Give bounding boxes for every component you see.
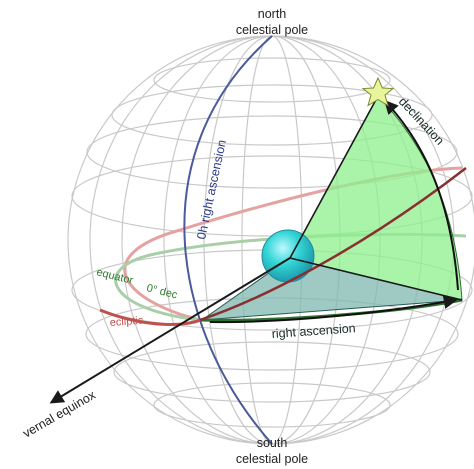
- ecliptic-front: [99, 308, 201, 326]
- zero-dec-label: 0° dec: [145, 282, 179, 301]
- right-ascension-label: right ascension: [271, 321, 356, 341]
- declination-arrow: [384, 99, 459, 291]
- north-pole-label-line1: north: [258, 7, 287, 21]
- earth-to-ra-point-line: [289, 257, 463, 301]
- zero-h-ra-meridian: [183, 35, 273, 445]
- latitude-line: [153, 57, 391, 103]
- star-icon: [361, 76, 395, 107]
- earth-sphere: [261, 229, 315, 283]
- zero-h-ra-label: 0h right ascension: [194, 138, 229, 240]
- latitude-line: [153, 382, 391, 428]
- south-pole-label-line2: celestial pole: [236, 452, 308, 466]
- latitude-line: [111, 84, 433, 146]
- south-pole-label-line1: south: [257, 436, 288, 450]
- latitude-line: [86, 115, 458, 189]
- ecliptic-label: ecliptic: [109, 315, 144, 329]
- north-pole-label-line2: celestial pole: [236, 23, 308, 37]
- vernal-equinox-arrow: [49, 257, 291, 404]
- right-ascension-arrow: [209, 295, 458, 324]
- latitude-line: [113, 341, 431, 403]
- ecliptic-front-right: [199, 167, 467, 322]
- earth-to-star-line: [289, 95, 379, 259]
- vernal-equinox-label: vernal equinox: [21, 387, 99, 440]
